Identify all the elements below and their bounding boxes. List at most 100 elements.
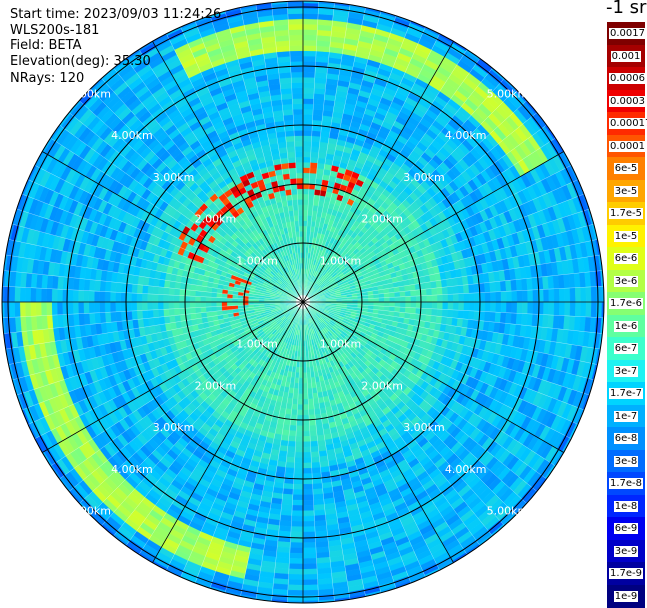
range-gate — [307, 388, 313, 395]
range-gate — [302, 177, 310, 184]
range-gate — [287, 446, 296, 453]
range-gate — [447, 301, 454, 311]
range-gate — [302, 589, 319, 597]
range-gate — [285, 456, 296, 464]
range-gate — [307, 209, 313, 216]
range-gate — [294, 451, 304, 459]
range-gate — [293, 478, 304, 485]
range-gate — [173, 308, 181, 316]
range-gate — [527, 289, 534, 303]
range-gate — [297, 398, 304, 405]
range-gate — [302, 45, 317, 52]
range-gate — [479, 301, 486, 312]
range-gate — [312, 483, 323, 490]
range-gate — [559, 288, 566, 303]
range-gate — [399, 291, 406, 298]
range-gate — [389, 306, 396, 312]
range-gate — [500, 291, 507, 303]
range-gate — [302, 135, 312, 142]
range-gate — [141, 309, 149, 320]
range-gate — [309, 172, 317, 180]
range-gate — [389, 292, 396, 298]
range-gate — [307, 204, 314, 211]
range-gate — [288, 563, 304, 570]
range-gate — [237, 301, 244, 306]
range-gate — [292, 483, 304, 490]
range-gate — [302, 361, 307, 368]
range-gate — [284, 467, 295, 474]
range-gate — [152, 309, 159, 318]
range-gate — [410, 307, 417, 315]
range-gate — [302, 425, 311, 432]
range-gate — [302, 547, 317, 554]
range-gate — [302, 473, 313, 480]
range-gate — [194, 307, 202, 314]
range-gate — [302, 215, 308, 221]
range-gate — [511, 301, 518, 314]
range-gate — [463, 301, 470, 311]
range-gate — [543, 301, 550, 316]
range-gate — [302, 156, 311, 163]
range-gate — [302, 393, 309, 400]
range-gate — [302, 558, 317, 565]
range-gate — [458, 293, 465, 303]
range-gate — [110, 311, 117, 323]
range-gate — [442, 294, 449, 303]
range-gate — [311, 467, 322, 474]
range-gate — [569, 287, 576, 303]
range-gate — [302, 225, 308, 232]
range-gate — [302, 87, 315, 94]
range-gate — [442, 301, 449, 310]
range-gate — [494, 281, 502, 293]
range-gate — [302, 23, 318, 31]
range-gate — [404, 290, 412, 297]
range-gate — [293, 473, 304, 480]
range-gate — [419, 282, 427, 290]
range-gate — [495, 291, 502, 303]
range-gate — [283, 483, 294, 490]
range-gate — [479, 292, 486, 303]
range-gate — [425, 288, 433, 296]
range-gate — [462, 310, 470, 320]
range-gate — [559, 301, 566, 316]
range-gate — [309, 435, 318, 442]
range-gate — [288, 568, 304, 575]
range-gate — [289, 424, 297, 432]
range-gate — [302, 7, 319, 15]
range-gate — [290, 520, 304, 528]
range-gate — [302, 420, 310, 427]
range-gate — [299, 361, 304, 368]
range-gate — [527, 301, 534, 315]
range-gate — [394, 301, 401, 308]
range-gate — [299, 367, 304, 374]
range-gate — [490, 291, 497, 303]
range-gate — [302, 34, 318, 41]
range-gate — [200, 306, 207, 313]
range-gate — [231, 301, 238, 306]
range-gate — [421, 301, 428, 309]
range-gate — [285, 408, 292, 415]
range-gate — [309, 430, 318, 437]
range-gate — [468, 301, 475, 312]
range-gate — [302, 499, 314, 506]
range-gate — [302, 130, 313, 137]
range-gate — [468, 292, 475, 303]
range-gate — [226, 301, 233, 307]
range-gate — [290, 409, 298, 416]
range-gate — [302, 167, 311, 174]
range-gate — [289, 419, 298, 426]
range-gate — [290, 531, 304, 538]
range-gate — [302, 236, 307, 243]
range-gate — [302, 510, 315, 517]
range-gate — [494, 311, 502, 323]
range-gate — [308, 188, 316, 195]
range-gate — [489, 281, 496, 293]
range-gate — [368, 301, 375, 306]
range-gate — [294, 462, 304, 469]
range-gate — [553, 301, 560, 316]
range-gate — [389, 296, 396, 303]
range-gate — [307, 393, 314, 400]
range-gate — [431, 287, 438, 296]
range-gate — [295, 430, 304, 437]
range-gate — [302, 457, 312, 464]
